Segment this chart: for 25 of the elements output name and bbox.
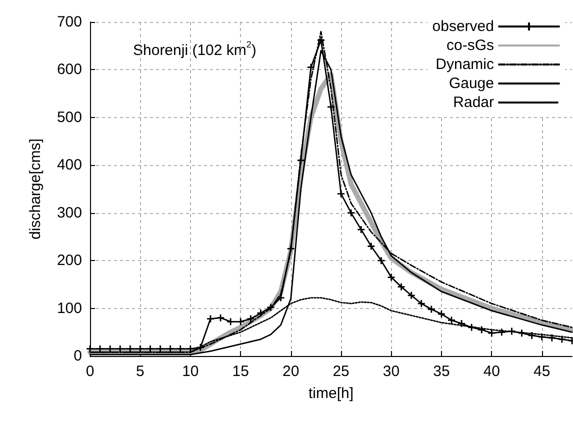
- legend-label: Dynamic: [436, 56, 494, 73]
- legend-label: observed: [432, 18, 494, 35]
- x-tick-label: 15: [232, 363, 249, 380]
- y-tick-label: 300: [56, 204, 82, 222]
- x-tick-label: 40: [483, 363, 500, 380]
- y-tick-label: 600: [56, 61, 82, 78]
- y-tick-label: 200: [56, 252, 82, 270]
- legend-label: Gauge: [448, 75, 494, 92]
- x-tick-label: 5: [136, 363, 144, 380]
- x-tick-label: 20: [282, 363, 300, 380]
- y-tick-label: 700: [56, 14, 82, 30]
- x-tick-label: 45: [534, 363, 550, 380]
- x-tick-label: 10: [182, 363, 199, 380]
- x-axis-title: time[h]: [308, 385, 354, 402]
- x-tick-label: 0: [86, 363, 94, 380]
- y-tick-label: 500: [56, 108, 82, 126]
- x-tick-label: 35: [433, 363, 450, 380]
- y-tick-label: 0: [74, 348, 82, 364]
- y-tick-label: 400: [56, 156, 82, 174]
- y-axis-title: discharge[cms]: [27, 138, 44, 240]
- y-tick-label: 100: [56, 300, 82, 317]
- legend-label: Radar: [453, 94, 494, 111]
- x-tick-label: 25: [332, 363, 350, 380]
- legend-label: co-sGs: [446, 37, 494, 54]
- x-tick-label: 30: [382, 363, 400, 380]
